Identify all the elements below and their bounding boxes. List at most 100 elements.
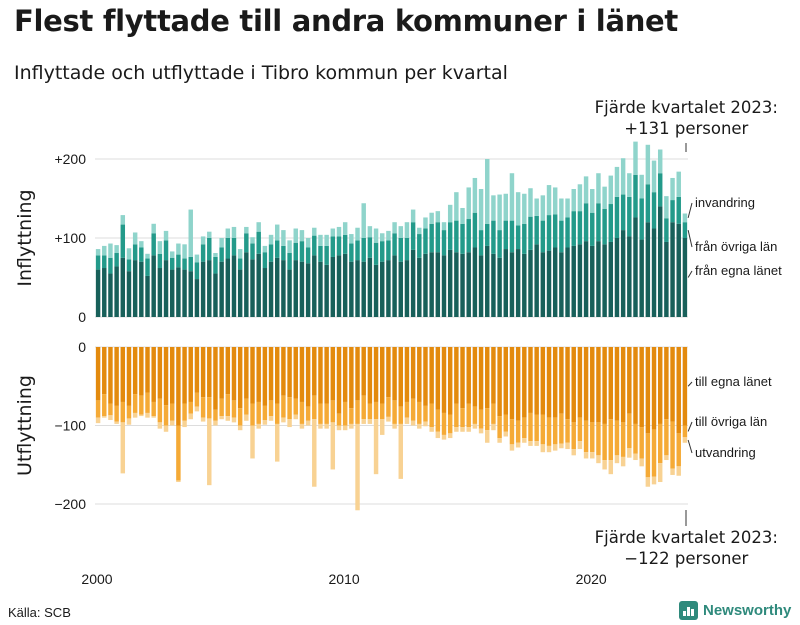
bar-out-0 — [392, 347, 397, 401]
legend-label-top: från övriga län — [695, 239, 777, 254]
bar-out-1 — [417, 401, 422, 424]
bar-out-0 — [169, 347, 175, 404]
bar-in-0 — [151, 255, 156, 317]
bar-in-0 — [355, 260, 360, 317]
bar-out-1 — [225, 394, 231, 417]
bar-out-2 — [485, 430, 490, 443]
bar-in-2 — [620, 158, 626, 195]
bar-in-1 — [546, 215, 552, 251]
bar-out-2 — [225, 416, 231, 421]
bar-in-0 — [163, 260, 169, 317]
bar-out-2 — [614, 455, 620, 464]
bar-out-0 — [620, 347, 626, 423]
bar-out-2 — [503, 431, 508, 437]
bar-in-2 — [176, 243, 181, 255]
bar-out-1 — [503, 414, 508, 432]
bar-in-2 — [237, 249, 243, 259]
bar-in-2 — [546, 185, 552, 216]
bar-out-0 — [404, 347, 410, 402]
bar-in-1 — [583, 203, 589, 242]
bar-out-0 — [231, 347, 237, 401]
bar-out-1 — [614, 420, 620, 456]
bar-out-2 — [620, 456, 626, 467]
bar-out-1 — [380, 403, 385, 420]
chart-title: Flest flyttade till andra kommuner i län… — [14, 4, 678, 38]
bar-in-2 — [256, 222, 261, 232]
bar-in-2 — [275, 224, 280, 241]
bar-out-0 — [657, 347, 663, 424]
bar-out-2 — [163, 425, 169, 432]
bar-in-0 — [559, 252, 564, 317]
bar-out-1 — [435, 409, 441, 432]
brand-logo: Newsworthy — [679, 601, 791, 620]
bar-in-0 — [250, 259, 255, 317]
bar-in-1 — [670, 200, 675, 223]
bar-out-0 — [534, 347, 539, 415]
bar-out-0 — [670, 347, 675, 422]
bar-out-2 — [207, 418, 212, 486]
bar-in-1 — [182, 258, 187, 270]
bar-in-2 — [336, 226, 342, 237]
bar-in-1 — [534, 215, 539, 245]
bar-in-2 — [664, 196, 669, 219]
bar-in-1 — [250, 243, 255, 260]
bar-out-1 — [275, 403, 280, 424]
bar-in-1 — [577, 211, 583, 245]
bar-in-2 — [293, 228, 298, 243]
bar-in-0 — [472, 247, 478, 317]
bar-in-2 — [478, 189, 484, 231]
bar-in-0 — [95, 269, 101, 317]
bar-out-2 — [417, 423, 422, 429]
ytick-label-bottom: −200 — [54, 496, 86, 512]
bar-out-2 — [355, 423, 360, 511]
bar-out-1 — [596, 422, 601, 456]
bar-in-2 — [534, 198, 539, 216]
bar-in-1 — [299, 241, 305, 262]
bar-out-2 — [627, 448, 632, 458]
bar-in-0 — [497, 257, 502, 317]
bar-out-2 — [330, 422, 336, 470]
bar-out-2 — [645, 477, 651, 487]
ytick-label-top: +200 — [54, 151, 86, 167]
bar-in-0 — [132, 260, 138, 317]
bar-out-0 — [478, 347, 484, 410]
bar-out-2 — [126, 418, 132, 425]
bar-out-0 — [540, 347, 546, 415]
bar-out-0 — [330, 347, 336, 401]
bar-in-1 — [132, 244, 138, 261]
bar-out-1 — [163, 405, 169, 426]
bar-out-2 — [114, 421, 119, 424]
bar-in-0 — [491, 253, 496, 317]
bar-out-1 — [398, 406, 403, 424]
bar-in-1 — [188, 256, 193, 272]
bar-in-0 — [392, 255, 397, 317]
bar-in-0 — [182, 269, 187, 317]
bar-in-1 — [565, 217, 570, 248]
bar-out-0 — [503, 347, 508, 415]
bar-out-1 — [497, 416, 502, 439]
bar-in-0 — [682, 238, 688, 317]
bar-out-0 — [571, 347, 576, 423]
bar-in-1 — [330, 236, 336, 257]
bar-out-1 — [95, 400, 101, 418]
bar-in-0 — [398, 261, 403, 317]
bar-out-1 — [342, 401, 348, 426]
bar-in-0 — [207, 260, 212, 317]
bar-in-2 — [200, 236, 206, 245]
bar-out-0 — [398, 347, 403, 407]
bar-out-2 — [552, 444, 558, 451]
bar-out-2 — [540, 444, 546, 453]
bar-out-2 — [349, 423, 354, 429]
bar-out-2 — [565, 442, 570, 450]
legend-label-bottom: till övriga län — [695, 414, 767, 429]
bar-out-2 — [342, 425, 348, 431]
bar-out-2 — [472, 423, 478, 429]
bar-in-1 — [454, 220, 459, 253]
bar-in-1 — [645, 184, 651, 223]
bar-out-1 — [392, 400, 397, 424]
bar-in-2 — [219, 238, 224, 248]
bar-out-2 — [633, 453, 638, 461]
bar-out-0 — [250, 347, 255, 404]
bar-in-2 — [522, 193, 527, 224]
bar-out-2 — [429, 427, 434, 432]
